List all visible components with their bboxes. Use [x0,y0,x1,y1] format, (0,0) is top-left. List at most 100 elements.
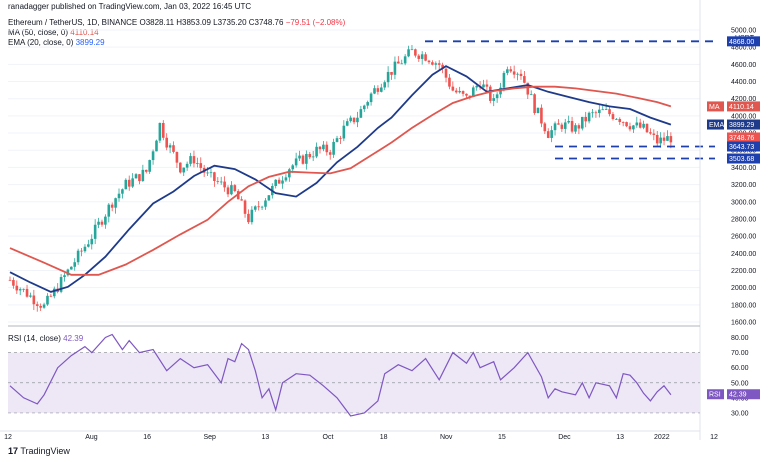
candle-body[interactable] [73,262,77,267]
candle-body[interactable] [325,144,329,153]
candle-body[interactable] [529,94,533,96]
candle-body[interactable] [12,280,15,286]
candle-body[interactable] [540,107,543,124]
candle-body[interactable] [546,131,550,138]
candle-body[interactable] [427,60,431,63]
candle-body[interactable] [247,213,250,223]
candle-body[interactable] [189,156,192,164]
candle-body[interactable] [383,82,387,88]
candle-body[interactable] [46,295,49,305]
tradingview-brand[interactable]: 17 TradingView [8,446,70,456]
candle-body[interactable] [506,69,509,73]
candle-body[interactable] [161,122,165,138]
candle-body[interactable] [523,76,526,83]
candle-body[interactable] [196,163,199,164]
candle-body[interactable] [356,117,359,123]
candle-body[interactable] [526,82,530,95]
candle-body[interactable] [274,179,278,186]
candle-body[interactable] [655,134,659,144]
candle-body[interactable] [638,122,642,128]
candle-body[interactable] [489,86,492,101]
candle-body[interactable] [509,69,513,72]
candle-body[interactable] [291,165,295,170]
candle-body[interactable] [209,172,213,174]
candle-body[interactable] [563,122,567,129]
candle-body[interactable] [403,56,407,64]
candle-body[interactable] [339,138,342,139]
candle-body[interactable] [659,137,662,144]
candle-body[interactable] [666,136,669,141]
candle-body[interactable] [342,125,346,139]
candle-body[interactable] [618,118,622,123]
candle-body[interactable] [611,114,615,120]
candle-body[interactable] [301,155,305,164]
candle-body[interactable] [22,288,25,290]
candle-body[interactable] [482,84,485,88]
candle-body[interactable] [15,285,19,291]
candle-body[interactable] [628,126,632,130]
candle-body[interactable] [219,181,223,183]
candle-body[interactable] [349,117,352,122]
candle-body[interactable] [567,120,570,123]
candle-body[interactable] [625,122,628,127]
candle-body[interactable] [165,137,168,148]
candle-body[interactable] [407,49,410,57]
candle-body[interactable] [431,62,434,65]
candle-body[interactable] [155,140,158,152]
ema-legend[interactable]: EMA (20, close, 0) 3899.29 [8,38,105,47]
candle-body[interactable] [18,289,22,291]
candle-body[interactable] [662,137,666,141]
candle-body[interactable] [335,138,339,142]
candle-body[interactable] [598,109,601,113]
candle-body[interactable] [264,200,267,207]
candle-body[interactable] [424,54,427,61]
candle-body[interactable] [175,151,179,163]
candle-body[interactable] [458,91,461,93]
rsi-line[interactable] [9,333,672,417]
candle-body[interactable] [104,216,107,225]
candle-body[interactable] [179,162,182,173]
candle-body[interactable] [390,71,393,75]
candle-body[interactable] [410,49,414,51]
candle-body[interactable] [305,153,308,164]
candle-body[interactable] [250,209,254,223]
candle-body[interactable] [148,160,151,172]
candle-body[interactable] [516,73,519,75]
candle-body[interactable] [230,185,233,195]
candle-body[interactable] [267,195,271,201]
candle-body[interactable] [25,288,29,297]
candle-body[interactable] [90,238,94,245]
candle-body[interactable] [288,169,291,178]
candle-body[interactable] [577,125,581,129]
candle-body[interactable] [121,189,124,194]
candle-body[interactable] [243,200,247,214]
candle-body[interactable] [182,167,186,173]
candle-body[interactable] [560,124,564,129]
candle-body[interactable] [461,91,465,94]
candle-body[interactable] [492,98,496,101]
candle-body[interactable] [199,163,203,168]
candle-body[interactable] [485,84,489,87]
candle-body[interactable] [512,71,516,75]
candle-body[interactable] [536,107,540,114]
candle-body[interactable] [308,153,312,158]
candle-body[interactable] [328,152,332,155]
candle-body[interactable] [608,109,611,115]
candle-body[interactable] [107,204,111,217]
candle-body[interactable] [533,94,536,114]
candle-body[interactable] [311,156,315,158]
candle-body[interactable] [59,277,63,292]
candle-body[interactable] [226,187,230,195]
candle-body[interactable] [117,193,121,199]
candle-body[interactable] [553,123,557,131]
candle-body[interactable] [550,130,553,138]
candle-body[interactable] [437,63,441,65]
candle-body[interactable] [260,206,264,208]
candle-body[interactable] [621,122,625,123]
candle-body[interactable] [281,180,284,184]
candle-body[interactable] [570,120,574,132]
candle-body[interactable] [185,163,189,168]
candle-body[interactable] [32,295,36,305]
candle-body[interactable] [519,73,523,77]
